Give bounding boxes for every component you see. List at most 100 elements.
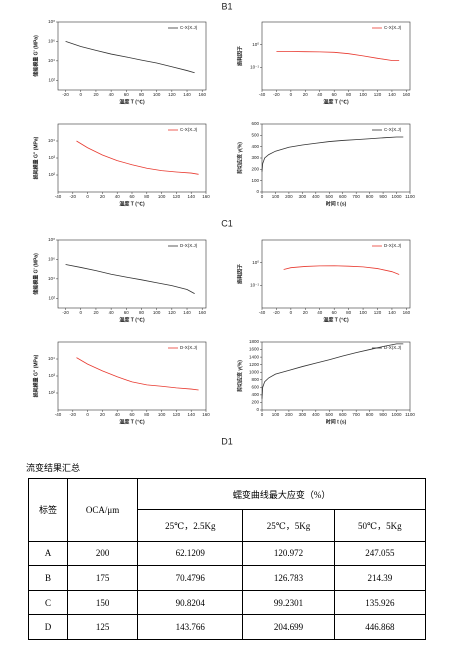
legend-label: D-X(X.J) xyxy=(180,243,198,248)
y-tick-label: 10⁸ xyxy=(48,237,55,242)
x-tick-label: -20 xyxy=(70,194,77,199)
table-body: A 200 62.1209 120.972 247.055 B 175 70.4796 126.… xyxy=(28,540,427,640)
table-cell: 204.699 xyxy=(242,614,335,640)
x-tick-label: 60 xyxy=(129,412,135,417)
x-tick-label: 500 xyxy=(326,194,334,199)
x-tick-label: -20 xyxy=(273,310,280,315)
y-tick-label: 100 xyxy=(251,178,259,183)
y-tick-label: 10⁶ xyxy=(48,39,55,44)
x-tick-label: 60 xyxy=(332,92,338,97)
y-tick-label: 10² xyxy=(48,295,55,300)
x-tick-label: 120 xyxy=(173,412,181,417)
x-tick-label: 0 xyxy=(261,412,264,417)
y-tick-label: 600 xyxy=(251,385,259,390)
x-tick-label: 100 xyxy=(153,92,161,97)
x-tick-label: 20 xyxy=(303,310,309,315)
x-tick-label: 60 xyxy=(124,92,130,97)
x-tick-label: 20 xyxy=(93,310,99,315)
x-tick-label: 20 xyxy=(100,412,106,417)
x-tick-label: 60 xyxy=(124,310,130,315)
legend-label: D-X(X.J) xyxy=(384,243,402,248)
y-tick-label: 1000 xyxy=(249,369,260,374)
x-axis-label: 温度 T (℃) xyxy=(119,98,145,105)
y-tick-label: 10⁻¹ xyxy=(250,283,259,288)
header-cell: 蠕变曲线最大应变（%） xyxy=(137,477,426,511)
x-tick-label: 700 xyxy=(352,412,360,417)
x-axis-label: 温度 T (℃) xyxy=(323,316,349,323)
x-tick-label: 100 xyxy=(272,412,280,417)
x-tick-label: 60 xyxy=(129,194,135,199)
x-tick-label: 600 xyxy=(339,412,347,417)
table-row: B 175 70.4796 126.783 214.39 xyxy=(28,565,427,591)
x-tick-label: 160 xyxy=(202,412,210,417)
table-cell: 143.766 xyxy=(137,614,244,640)
x-tick-label: 400 xyxy=(312,412,320,417)
x-tick-label: 120 xyxy=(173,194,181,199)
y-tick-label: 1400 xyxy=(249,354,260,359)
plot-frame xyxy=(261,341,411,411)
charts: B1 C1 D1 -20 0 20 40 60 80 100 120 140 160 10² 10⁴ 1… xyxy=(32,1,415,446)
x-tick-label: 40 xyxy=(317,310,323,315)
x-tick-label: 900 xyxy=(379,194,387,199)
y-tick-label: 10³ xyxy=(48,373,55,378)
x-tick-label: 40 xyxy=(317,92,323,97)
series-line xyxy=(65,264,195,295)
x-tick-label: -20 xyxy=(62,310,69,315)
x-tick-label: 200 xyxy=(285,412,293,417)
x-tick-label: 100 xyxy=(272,194,280,199)
x-tick-label: 100 xyxy=(359,310,367,315)
y-tick-label: 10⁸ xyxy=(48,19,55,24)
header-cell: OCA/μm xyxy=(66,478,139,542)
table-cell: 175 xyxy=(66,565,139,591)
x-tick-label: 80 xyxy=(139,92,145,97)
table-cell: C xyxy=(28,589,68,616)
y-axis-label: 储能模量 G' (MPa) xyxy=(32,253,39,295)
x-tick-label: 160 xyxy=(202,194,210,199)
x-tick-label: 800 xyxy=(366,412,374,417)
y-tick-label: 500 xyxy=(251,133,259,138)
x-tick-label: 40 xyxy=(109,92,115,97)
y-tick-label: 10⁴ xyxy=(48,138,55,143)
x-tick-label: 40 xyxy=(115,412,121,417)
y-tick-label: 10⁴ xyxy=(48,276,55,281)
series-line xyxy=(261,343,404,399)
table-cell: B xyxy=(28,565,68,591)
x-tick-label: 600 xyxy=(339,194,347,199)
y-tick-label: 200 xyxy=(251,167,259,172)
x-tick-label: -40 xyxy=(55,194,62,199)
legend-label: D-X(X.J) xyxy=(180,345,198,350)
x-tick-label: 160 xyxy=(198,310,206,315)
x-tick-label: 120 xyxy=(168,310,176,315)
x-axis-label: 温度 T (℃) xyxy=(119,200,145,207)
y-tick-label: 10⁻¹ xyxy=(250,65,259,70)
x-tick-label: 160 xyxy=(403,92,411,97)
x-tick-label: 0 xyxy=(290,310,293,315)
x-tick-label: 1000 xyxy=(392,194,403,199)
x-tick-label: 100 xyxy=(153,310,161,315)
x-tick-label: 800 xyxy=(366,194,374,199)
y-tick-label: 1600 xyxy=(249,347,260,352)
x-tick-label: 40 xyxy=(109,310,115,315)
x-tick-label: 80 xyxy=(144,194,150,199)
x-tick-label: 160 xyxy=(198,92,206,97)
x-tick-label: 140 xyxy=(388,310,396,315)
legend-label: C-X(X.J) xyxy=(180,127,198,132)
y-axis-label: 损耗模量 G'' (MPa) xyxy=(32,136,39,179)
subheader-row: 25℃，2.5Kg 25℃，5Kg 50℃，5Kg xyxy=(29,509,427,542)
summary-table: 标签 OCA/μm 蠕变曲线最大应变（%） 25℃，2.5Kg 25℃，5Kg 50… xyxy=(28,477,427,640)
table-title: 流变结果汇总 xyxy=(26,463,81,473)
series-line xyxy=(261,136,404,172)
plot-frame xyxy=(57,239,207,309)
x-tick-label: 300 xyxy=(299,412,307,417)
y-axis-label: 损耗因子 xyxy=(236,46,243,66)
table-cell: 247.055 xyxy=(333,540,427,567)
y-axis-label: 剪切应变 γ(%) xyxy=(236,360,243,392)
x-tick-label: 0 xyxy=(261,194,264,199)
x-tick-label: -20 xyxy=(273,92,280,97)
table-row: D 125 143.766 204.699 446.868 xyxy=(28,614,427,640)
x-axis-label: 时间 t (s) xyxy=(326,418,347,425)
x-tick-label: 140 xyxy=(187,194,195,199)
x-tick-label: 100 xyxy=(158,412,166,417)
x-tick-label: 400 xyxy=(312,194,320,199)
